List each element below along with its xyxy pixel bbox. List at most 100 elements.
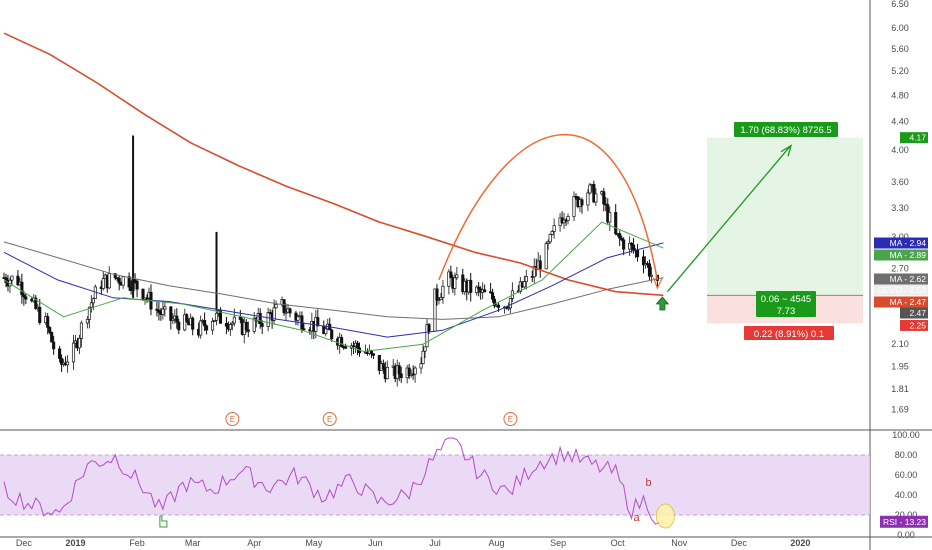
earnings-marker-icon xyxy=(225,412,240,426)
earnings-marker-icon xyxy=(322,412,337,426)
candle-body xyxy=(632,244,636,251)
moving-average-line xyxy=(3,242,664,338)
candle-body xyxy=(296,316,300,321)
earnings-marker-label: E xyxy=(230,415,235,424)
candle-body xyxy=(381,363,385,370)
candle-body xyxy=(316,317,320,327)
candle-body xyxy=(199,320,203,336)
candle-body xyxy=(48,327,52,333)
candle-body xyxy=(371,353,375,356)
candle-body xyxy=(592,184,596,203)
price-tick-label: 4.00 xyxy=(891,145,909,155)
candle-body xyxy=(552,225,556,232)
candle-body xyxy=(546,241,550,244)
candle-body xyxy=(455,274,459,279)
candle-body xyxy=(425,324,429,348)
buy-arrow-icon xyxy=(655,296,670,311)
candle-body xyxy=(260,323,264,327)
stop-label-box xyxy=(744,326,834,340)
price-tick-label: 4.40 xyxy=(891,116,909,126)
price-tick-label: 6.00 xyxy=(891,23,909,33)
candle-body xyxy=(121,276,125,286)
candle-body xyxy=(117,277,121,284)
time-tick-label: Jun xyxy=(368,538,383,548)
candle-body xyxy=(52,341,56,350)
time-tick-label: May xyxy=(305,538,323,548)
candle-body xyxy=(407,367,411,376)
candle-body xyxy=(594,193,598,203)
moving-averages xyxy=(3,32,664,352)
rsi-annotation-a: a xyxy=(634,512,641,524)
candle-body xyxy=(85,319,89,324)
price-axis[interactable]: 6.50 6.00 5.60 5.20 4.80 4.40 4.00 3.60 3.30 3.00… xyxy=(891,0,920,540)
candle-body xyxy=(483,289,487,293)
arc-arrowhead xyxy=(652,277,663,290)
price-tag-box xyxy=(874,296,928,308)
rsi-line xyxy=(3,437,664,525)
candle-body xyxy=(268,312,272,314)
candle-body xyxy=(493,298,497,307)
candle-body xyxy=(437,299,441,301)
candle-body xyxy=(622,239,626,250)
candle-body xyxy=(224,323,228,327)
price-tag-box xyxy=(900,307,928,319)
candle-body xyxy=(399,373,403,379)
price-tag: MA - 2.47 xyxy=(874,296,928,308)
target-arrow xyxy=(666,146,791,293)
candle-body xyxy=(127,276,131,288)
candle-body xyxy=(161,308,165,315)
candle-body xyxy=(427,324,431,332)
time-tick-label: Mar xyxy=(185,538,201,548)
price-tag-box xyxy=(874,284,928,296)
moving-average-line xyxy=(3,221,664,352)
candle-body xyxy=(544,243,548,270)
candle-body xyxy=(435,288,439,301)
price-tick-label: 3.60 xyxy=(891,177,909,187)
rsi-annotation-b: b xyxy=(646,477,652,489)
time-axis[interactable]: Dec 2019 Feb Mar Apr May Jun Jul Aug Sep Oct Nov Dec… xyxy=(16,538,810,548)
candle-body xyxy=(608,212,612,223)
moving-average-line xyxy=(3,32,664,297)
price-tag-text: 2.47 xyxy=(909,308,926,318)
candle-body xyxy=(22,294,26,298)
price-candles xyxy=(2,135,659,387)
candle-body xyxy=(10,275,14,281)
price-tag: MA - 2.94 xyxy=(874,237,928,249)
candle-body xyxy=(71,342,76,363)
candle-body xyxy=(185,314,189,322)
candle-body xyxy=(169,306,173,321)
candle-body xyxy=(218,310,223,324)
candle-body xyxy=(385,367,389,380)
candle-body xyxy=(620,237,624,241)
candle-body xyxy=(183,314,187,331)
moving-average-line xyxy=(3,241,664,320)
time-tick-label: Dec xyxy=(731,538,748,548)
rsi-tag-box xyxy=(880,515,928,528)
candle-body xyxy=(34,297,38,309)
target-zone xyxy=(707,137,863,296)
candle-body xyxy=(272,307,276,321)
candle-body xyxy=(330,329,334,340)
price-tick-label: 4.80 xyxy=(891,90,909,100)
candle-body xyxy=(508,298,512,309)
candle-body xyxy=(107,273,111,289)
candle-body xyxy=(566,216,570,221)
candle-body xyxy=(89,302,93,308)
candle-body xyxy=(586,192,590,206)
candle-body xyxy=(413,367,417,375)
candle-body xyxy=(205,325,209,331)
candle-body xyxy=(175,315,179,323)
rsi-value-tag: RSI - 13.23 xyxy=(880,515,928,528)
candle-body xyxy=(538,260,542,270)
ratio-value: 7.73 xyxy=(777,306,796,317)
price-tick-label: 3.00 xyxy=(891,232,909,242)
candle-body xyxy=(649,274,654,277)
candle-body xyxy=(232,316,236,324)
target-arrowhead xyxy=(780,144,793,157)
candle-body xyxy=(447,271,451,287)
candle-body xyxy=(157,310,161,313)
ratio-label-box xyxy=(756,291,816,317)
candle-body xyxy=(266,312,270,327)
price-tick-label: 2.10 xyxy=(891,339,909,349)
price-tick-label: 1.81 xyxy=(891,384,909,394)
